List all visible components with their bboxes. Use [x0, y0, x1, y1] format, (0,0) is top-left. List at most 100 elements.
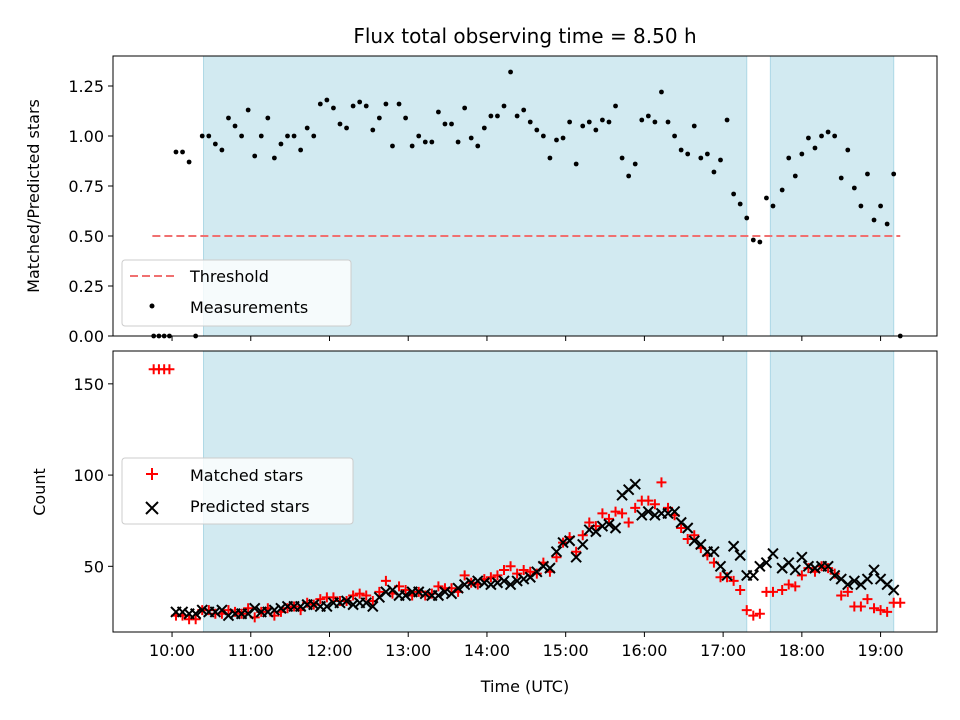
predicted-star-point	[557, 536, 569, 549]
matched-star-point	[551, 552, 562, 563]
predicted-star-point	[380, 586, 392, 598]
y-tick-label: 0.00	[68, 327, 104, 346]
measurement-point	[639, 117, 645, 123]
measurement-point	[390, 143, 395, 149]
predicted-star-point	[209, 606, 222, 618]
predicted-star-point	[809, 562, 821, 574]
predicted-star-point	[222, 609, 235, 622]
predicted-star-point	[577, 538, 589, 551]
matched-star-point	[374, 586, 385, 597]
matched-star-point	[656, 477, 667, 488]
measurement-point	[806, 135, 811, 141]
measurement-point	[832, 133, 838, 139]
predicted-star-point	[537, 560, 550, 573]
predicted-star-point	[367, 600, 379, 613]
measurement-point	[819, 133, 824, 139]
measurement-point	[593, 127, 599, 133]
predicted-star-point	[789, 564, 802, 576]
matched-star-point	[869, 603, 880, 614]
predicted-star-point	[583, 524, 596, 536]
predicted-star-point	[796, 551, 808, 563]
predicted-star-point	[399, 589, 412, 602]
measurement-point	[718, 157, 723, 163]
measurement-point	[337, 121, 343, 127]
predicted-star-point	[887, 584, 900, 596]
matched-star-point	[796, 570, 807, 581]
predicted-star-point	[485, 578, 497, 591]
predicted-star-point	[721, 569, 733, 582]
measurement-point	[865, 171, 870, 177]
measurement-point	[685, 151, 691, 157]
measurement-point	[488, 113, 494, 119]
top-x-ticks	[171, 336, 882, 341]
legend-predicted-label: Predicted stars	[190, 497, 310, 516]
measurement-point	[462, 105, 468, 111]
matched-star-point	[689, 530, 700, 541]
measurement-point	[799, 151, 805, 157]
observing-window-band	[769, 55, 895, 337]
matched-star-point	[459, 570, 470, 581]
measurement-point	[792, 173, 798, 179]
measurement-point	[878, 203, 883, 209]
measurement-point	[455, 139, 461, 145]
legend-measurements-label: Measurements	[190, 298, 308, 317]
measurement-point	[245, 107, 251, 113]
predicted-star-point	[268, 604, 281, 616]
measurement-point	[501, 103, 507, 109]
measurement-point	[226, 115, 231, 121]
measurement-point	[239, 133, 244, 139]
predicted-star-point	[419, 587, 431, 600]
measurement-point	[600, 117, 605, 123]
predicted-star-point	[609, 522, 622, 534]
predicted-star-point	[544, 562, 556, 574]
measurement-point	[691, 123, 697, 129]
matched-star-point	[754, 608, 765, 619]
measurement-point	[311, 133, 317, 139]
predicted-star-point	[491, 577, 504, 589]
predicted-star-point	[681, 522, 694, 534]
bottom-predicted-points	[170, 478, 900, 622]
measurement-point	[285, 133, 290, 139]
measurement-point	[737, 201, 743, 207]
x-tick-label: 13:00	[385, 641, 431, 660]
top-legend-box	[121, 259, 352, 327]
matched-star-point	[882, 606, 893, 617]
matched-star-point	[354, 588, 365, 599]
measurement-point	[884, 221, 890, 227]
matched-star-point	[190, 614, 201, 625]
measurement-point	[858, 203, 864, 209]
measurement-point	[350, 103, 356, 109]
measurement-point	[403, 115, 408, 121]
measurement-point	[278, 141, 284, 147]
measurement-point	[678, 147, 684, 153]
matched-star-point	[577, 530, 588, 541]
matched-star-point	[610, 506, 621, 517]
measurement-point	[331, 105, 336, 111]
predicted-star-point	[262, 606, 274, 618]
measurement-point	[219, 147, 225, 153]
predicted-star-point	[472, 575, 484, 587]
matched-star-point	[875, 605, 886, 616]
legend-threshold-label: Threshold	[189, 267, 269, 286]
predicted-star-point	[861, 573, 874, 585]
measurement-point	[613, 103, 618, 109]
measurement-point	[258, 133, 264, 139]
predicted-star-point	[642, 505, 655, 518]
measurement-point	[180, 149, 185, 155]
predicted-star-point	[465, 577, 477, 589]
measurement-point	[212, 141, 218, 147]
measurement-point	[508, 69, 513, 75]
x-tick-label: 17:00	[700, 641, 746, 660]
measurement-point	[547, 155, 553, 161]
measurement-point	[370, 127, 376, 133]
measurement-point	[317, 101, 323, 107]
matched-star-point	[722, 572, 733, 583]
matched-star-point	[767, 586, 778, 597]
bottom-legend: Matched stars Predicted stars	[121, 457, 354, 525]
measurement-point	[626, 173, 632, 179]
predicted-star-point	[360, 597, 372, 609]
matched-star-point	[492, 570, 503, 581]
measurement-point	[436, 109, 441, 115]
matched-star-point	[862, 594, 873, 605]
